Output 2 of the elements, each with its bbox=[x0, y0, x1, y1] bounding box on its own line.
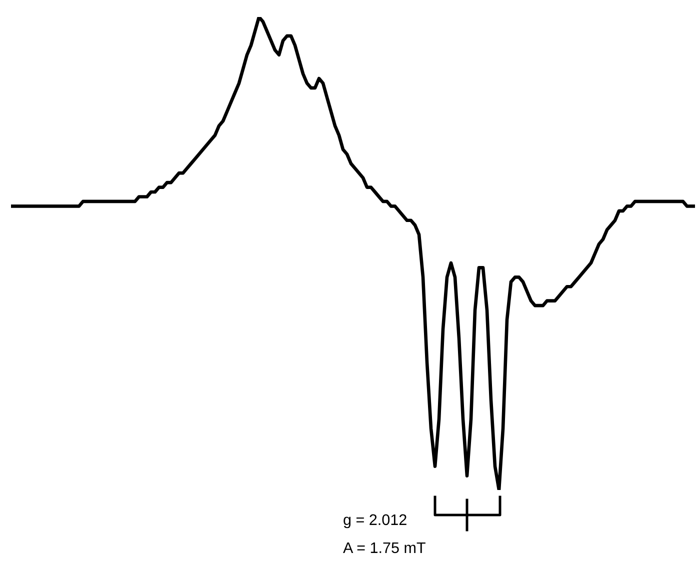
text: A = 1.75 mT bbox=[343, 542, 426, 554]
text: g = 2.012 bbox=[344, 514, 406, 528]
